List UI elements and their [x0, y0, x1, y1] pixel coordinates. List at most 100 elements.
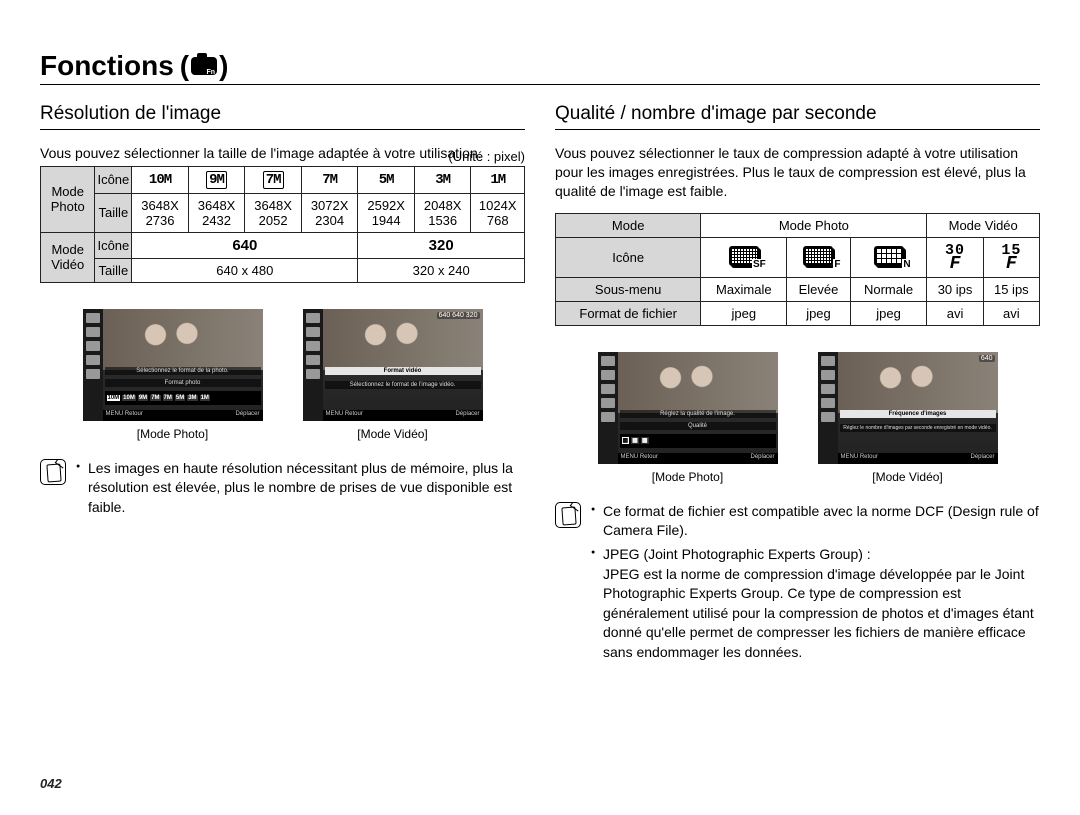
size-cell: 3648X 2736: [132, 193, 189, 232]
note-item: Ce format de fichier est compatible avec…: [591, 502, 1040, 541]
lcd-line: Qualité: [620, 422, 776, 430]
note-list: Ce format de fichier est compatible avec…: [591, 502, 1040, 667]
note-icon: [555, 502, 581, 528]
format-cell: avi: [983, 301, 1039, 325]
video-icon-640: 640: [132, 232, 358, 258]
submenu-cell: Maximale: [701, 277, 787, 301]
lcd-bottombar: MENU RetourDéplacer: [618, 453, 778, 464]
right-column: Qualité / nombre d'image par seconde Vou…: [555, 103, 1040, 666]
lcd-line: Sélectionnez le format de la photo.: [105, 367, 261, 375]
submenu-cell: Elevée: [787, 277, 850, 301]
lcd-screenshot: Sélectionnez le format de la photo. Form…: [83, 309, 263, 421]
size-cell: 1024X 768: [471, 193, 525, 232]
lcd-bottombar: MENU RetourDéplacer: [323, 410, 483, 421]
thumb-caption: [Mode Photo]: [83, 427, 263, 441]
row-icon-label-2: Icône: [95, 232, 132, 258]
left-heading: Résolution de l'image: [40, 103, 525, 130]
left-column: Résolution de l'image Vous pouvez sélect…: [40, 103, 525, 666]
lcd-icon-row: ▦▦▦: [620, 434, 776, 448]
lcd-bottombar: MENU RetourDéplacer: [103, 410, 263, 421]
lcd-line: Réglez la qualité de l'image.: [620, 410, 776, 418]
left-note: Les images en haute résolution nécessita…: [40, 459, 525, 522]
columns: Résolution de l'image Vous pouvez sélect…: [40, 103, 1040, 666]
lcd-line: Sélectionnez le format de l'image vidéo.: [325, 381, 481, 389]
qual-icon-cell: N: [850, 237, 927, 277]
lcd-line: Réglez le nombre d'images par seconde en…: [840, 424, 996, 432]
lcd-line: Format vidéo: [325, 367, 481, 375]
lcd-sidebar: [598, 352, 618, 464]
lcd-sidebar: [83, 309, 103, 421]
video-icon-320: 320: [358, 232, 525, 258]
res-icon-cell: 9M: [188, 166, 245, 193]
note-list: Les images en haute résolution nécessita…: [76, 459, 525, 522]
lcd-line: Format photo: [105, 379, 261, 387]
title-paren-close: ): [219, 50, 228, 82]
row-icon-label: Icône: [556, 237, 701, 277]
qual-icon-cell: F: [787, 237, 850, 277]
lcd-sidebar: [303, 309, 323, 421]
page-number: 042: [40, 776, 62, 791]
camera-fn-icon: Fn: [191, 57, 217, 75]
fps-icon-cell: 15F: [983, 237, 1039, 277]
lcd-line: Fréquence d'images: [840, 410, 996, 418]
size-cell: 2048X 1536: [414, 193, 471, 232]
note-line-head: JPEG (Joint Photographic Experts Group) …: [603, 546, 871, 562]
thumb-caption: [Mode Vidéo]: [303, 427, 483, 441]
lcd-screenshot: Réglez la qualité de l'image. Qualité ▦▦…: [598, 352, 778, 464]
row-format-label: Format de fichier: [556, 301, 701, 325]
lcd-top-right: 640: [979, 355, 995, 362]
video-mode-label: Mode Vidéo: [41, 232, 95, 282]
res-icon-cell: 7M: [301, 166, 358, 193]
fps-icon-cell: 30F: [927, 237, 983, 277]
res-icon-cell: 7M: [245, 166, 302, 193]
lcd-screenshot: 640 640 320 Format vidéo Sélectionnez le…: [303, 309, 483, 421]
format-cell: jpeg: [850, 301, 927, 325]
res-icon-cell: 5M: [358, 166, 415, 193]
thumb-photo: Réglez la qualité de l'image. Qualité ▦▦…: [598, 352, 778, 484]
note-item: JPEG (Joint Photographic Experts Group) …: [591, 545, 1040, 663]
left-thumbs: Sélectionnez le format de la photo. Form…: [40, 309, 525, 441]
title-paren-open: (: [180, 50, 189, 82]
note-line-body: JPEG est la norme de compression d'image…: [603, 565, 1040, 663]
res-icon-cell: 1M: [471, 166, 525, 193]
video-size-640: 640 x 480: [132, 258, 358, 282]
thumb-caption: [Mode Vidéo]: [818, 470, 998, 484]
mode-photo-label: Mode Photo: [701, 213, 927, 237]
format-cell: jpeg: [701, 301, 787, 325]
submenu-cell: 15 ips: [983, 277, 1039, 301]
right-intro: Vous pouvez sélectionner le taux de comp…: [555, 144, 1040, 201]
row-icon-label: Icône: [95, 166, 132, 193]
thumb-photo: Sélectionnez le format de la photo. Form…: [83, 309, 263, 441]
row-size-label-2: Taille: [95, 258, 132, 282]
lcd-top-right: 640 640 320: [437, 312, 480, 319]
mode-label: Mode: [556, 213, 701, 237]
lcd-icon-row: 10M 10M 9M 7M 7M 5M 3M 1M: [105, 391, 261, 405]
format-cell: avi: [927, 301, 983, 325]
page-title-row: Fonctions ( Fn ): [40, 50, 1040, 85]
submenu-cell: 30 ips: [927, 277, 983, 301]
submenu-cell: Normale: [850, 277, 927, 301]
row-submenu-label: Sous-menu: [556, 277, 701, 301]
size-cell: 3648X 2052: [245, 193, 302, 232]
page: Fonctions ( Fn ) Résolution de l'image V…: [0, 0, 1080, 815]
right-thumbs: Réglez la qualité de l'image. Qualité ▦▦…: [555, 352, 1040, 484]
resolution-table: Mode Photo Icône 10M 9M 7M 7M 5M 3M 1M T…: [40, 166, 525, 283]
res-icon-cell: 3M: [414, 166, 471, 193]
thumb-caption: [Mode Photo]: [598, 470, 778, 484]
note-icon: [40, 459, 66, 485]
thumb-video: 640 Fréquence d'images Réglez le nombre …: [818, 352, 998, 484]
thumb-video: 640 640 320 Format vidéo Sélectionnez le…: [303, 309, 483, 441]
size-cell: 2592X 1944: [358, 193, 415, 232]
size-cell: 3072X 2304: [301, 193, 358, 232]
row-size-label: Taille: [95, 193, 132, 232]
size-cell: 3648X 2432: [188, 193, 245, 232]
mode-video-label: Mode Vidéo: [927, 213, 1040, 237]
format-cell: jpeg: [787, 301, 850, 325]
note-item: Les images en haute résolution nécessita…: [76, 459, 525, 518]
lcd-sidebar: [818, 352, 838, 464]
quality-table: Mode Mode Photo Mode Vidéo Icône SF F N …: [555, 213, 1040, 326]
qual-icon-cell: SF: [701, 237, 787, 277]
lcd-bottombar: MENU RetourDéplacer: [838, 453, 998, 464]
res-icon-cell: 10M: [132, 166, 189, 193]
lcd-screenshot: 640 Fréquence d'images Réglez le nombre …: [818, 352, 998, 464]
